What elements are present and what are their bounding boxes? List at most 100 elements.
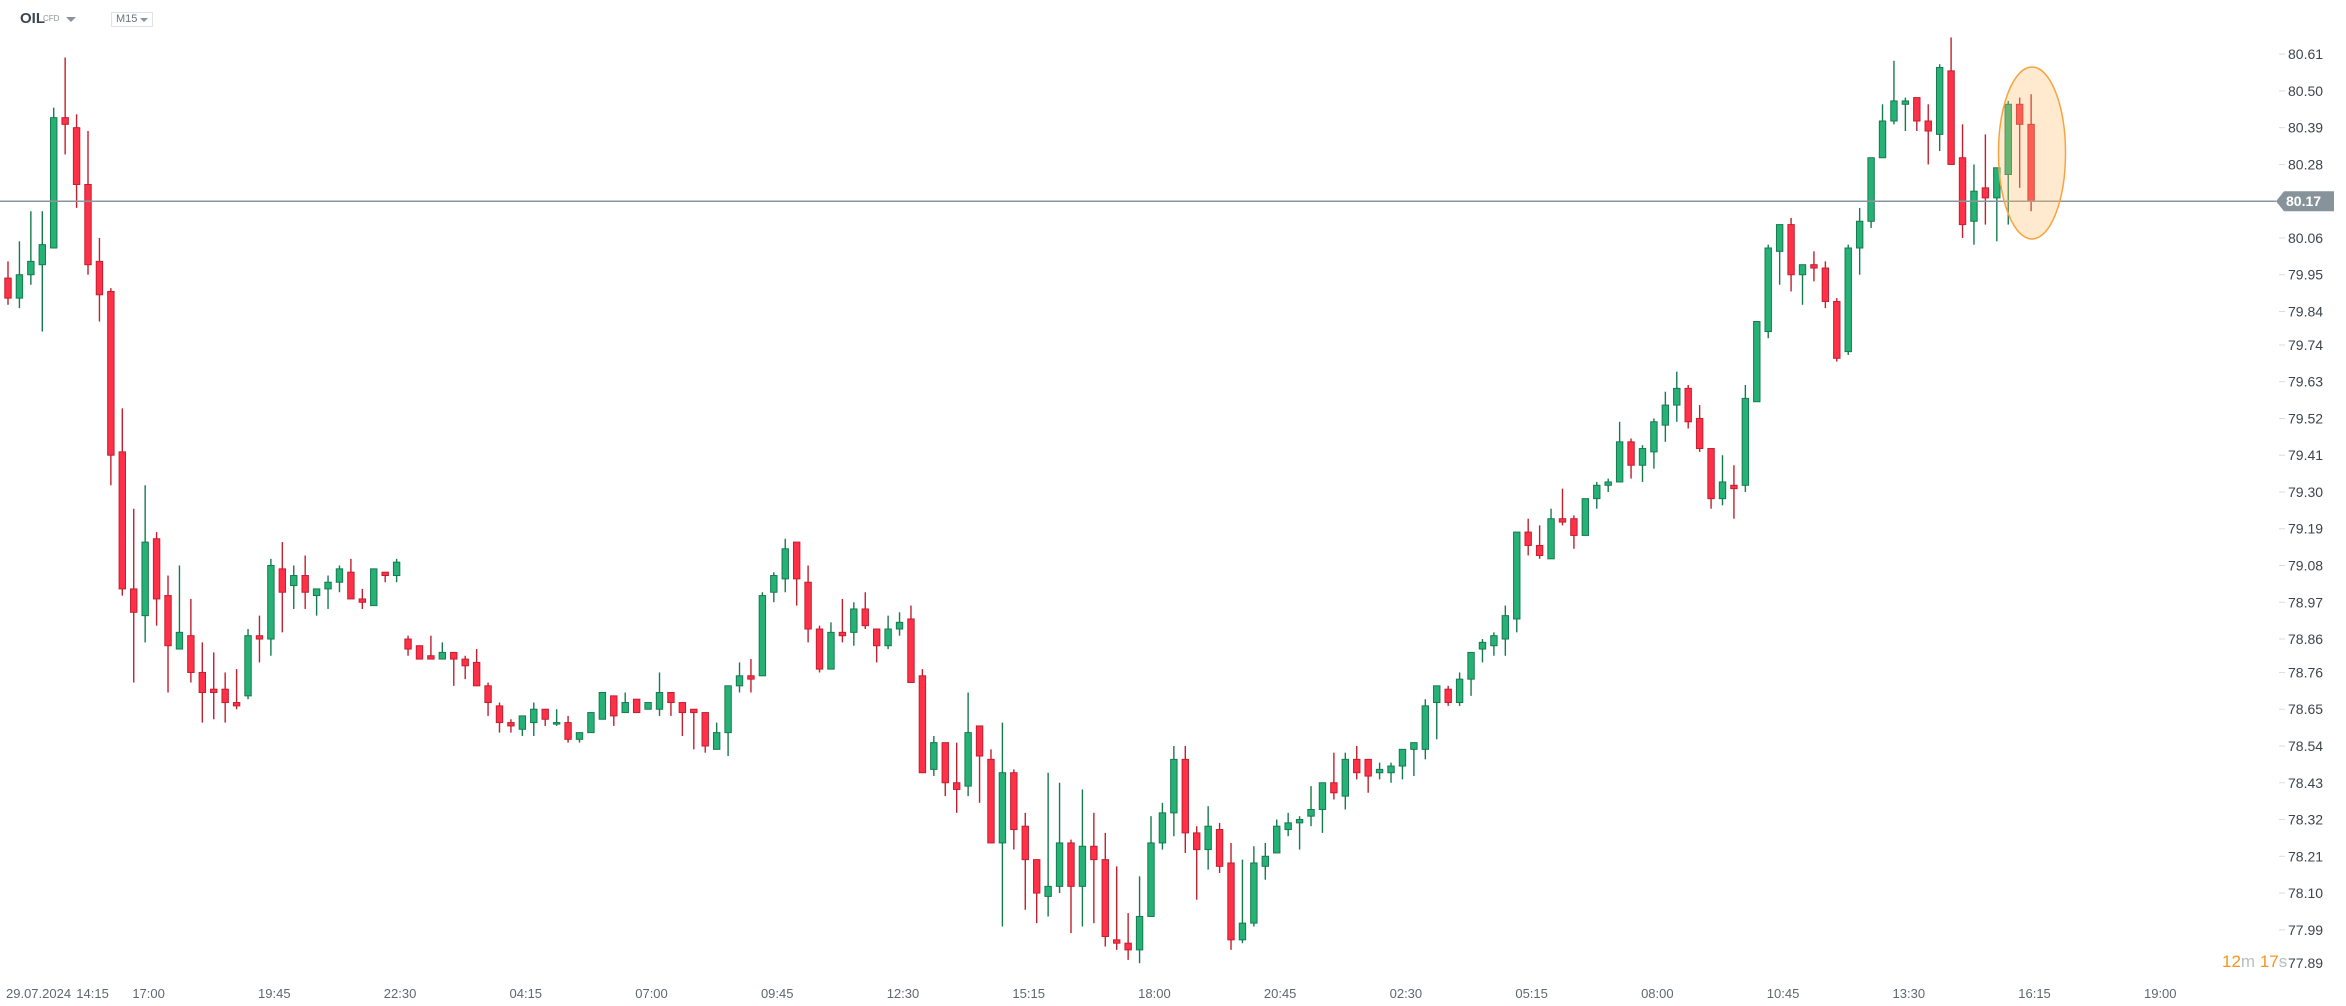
candle-166[interactable]: [1890, 60, 1898, 125]
candle-84[interactable]: [952, 742, 961, 813]
candle-86[interactable]: [975, 725, 984, 803]
candle-99[interactable]: [1124, 913, 1132, 960]
candle-142[interactable]: [1615, 421, 1624, 483]
candle-101[interactable]: [1147, 816, 1155, 917]
candle-48[interactable]: [541, 708, 549, 726]
candle-66[interactable]: [747, 659, 755, 693]
candle-115[interactable]: [1307, 786, 1315, 827]
candle-92[interactable]: [1044, 772, 1052, 917]
candle-87[interactable]: [987, 749, 995, 844]
candle-63[interactable]: [712, 722, 721, 750]
candle-70[interactable]: [792, 541, 801, 606]
candle-175[interactable]: [1993, 167, 2001, 242]
candle-114[interactable]: [1295, 816, 1304, 850]
candle-122[interactable]: [1387, 762, 1395, 783]
candle-161[interactable]: [1833, 298, 1841, 362]
candle-55[interactable]: [621, 692, 629, 714]
candle-103[interactable]: [1170, 745, 1178, 837]
candle-172[interactable]: [1958, 124, 1967, 238]
candle-30[interactable]: [335, 565, 344, 593]
candle-165[interactable]: [1878, 104, 1887, 159]
candle-24[interactable]: [267, 558, 275, 656]
candle-78[interactable]: [884, 615, 892, 650]
candle-45[interactable]: [507, 719, 515, 733]
candle-29[interactable]: [324, 575, 332, 609]
candle-102[interactable]: [1158, 802, 1167, 850]
candle-100[interactable]: [1135, 876, 1144, 964]
candle-125[interactable]: [1421, 699, 1430, 760]
candle-121[interactable]: [1375, 762, 1384, 780]
candle-157[interactable]: [1787, 217, 1795, 292]
candle-50[interactable]: [564, 715, 572, 743]
candle-52[interactable]: [587, 712, 595, 734]
candle-6[interactable]: [61, 57, 69, 155]
candle-58[interactable]: [655, 672, 664, 716]
candle-22[interactable]: [244, 629, 252, 700]
candle-107[interactable]: [1215, 822, 1224, 873]
candle-106[interactable]: [1204, 806, 1212, 870]
candle-36[interactable]: [404, 635, 412, 656]
candle-85[interactable]: [964, 692, 972, 797]
candle-89[interactable]: [1010, 769, 1018, 850]
candle-20[interactable]: [221, 672, 229, 723]
candle-25[interactable]: [278, 542, 287, 633]
candle-49[interactable]: [552, 709, 561, 726]
candle-118[interactable]: [1341, 752, 1350, 810]
candle-109[interactable]: [1238, 859, 1247, 944]
candle-38[interactable]: [427, 635, 435, 660]
candle-14[interactable]: [152, 532, 161, 626]
candle-51[interactable]: [575, 732, 584, 743]
candle-126[interactable]: [1433, 685, 1441, 740]
candle-156[interactable]: [1775, 224, 1784, 285]
candle-173[interactable]: [1970, 164, 1978, 245]
candle-176[interactable]: [2004, 100, 2012, 225]
candle-65[interactable]: [735, 662, 744, 693]
candle-147[interactable]: [1673, 371, 1681, 422]
candle-177[interactable]: [2015, 97, 2024, 188]
candle-46[interactable]: [518, 715, 527, 736]
candle-171[interactable]: [1947, 37, 1955, 165]
candle-23[interactable]: [255, 615, 264, 663]
candle-170[interactable]: [1935, 64, 1944, 152]
candle-73[interactable]: [827, 622, 835, 670]
candle-67[interactable]: [758, 592, 767, 677]
candle-62[interactable]: [701, 712, 709, 753]
candle-159[interactable]: [1810, 251, 1818, 282]
candle-59[interactable]: [667, 692, 675, 716]
candle-154[interactable]: [1753, 321, 1761, 403]
candle-94[interactable]: [1067, 839, 1075, 934]
candle-56[interactable]: [632, 698, 641, 714]
candle-140[interactable]: [1593, 481, 1601, 509]
candle-88[interactable]: [998, 722, 1007, 927]
candle-132[interactable]: [1501, 605, 1510, 656]
candle-34[interactable]: [381, 571, 389, 583]
candle-123[interactable]: [1398, 748, 1407, 780]
candle-120[interactable]: [1364, 758, 1372, 793]
candle-75[interactable]: [850, 602, 858, 646]
candle-148[interactable]: [1684, 385, 1692, 429]
candle-141[interactable]: [1604, 478, 1612, 492]
candle-124[interactable]: [1410, 742, 1418, 777]
candle-160[interactable]: [1821, 261, 1830, 309]
candle-158[interactable]: [1798, 264, 1807, 305]
candle-93[interactable]: [1055, 782, 1064, 894]
candle-91[interactable]: [1033, 859, 1041, 924]
candle-145[interactable]: [1650, 418, 1658, 469]
candle-60[interactable]: [678, 702, 687, 736]
candle-21[interactable]: [232, 669, 241, 710]
candle-12[interactable]: [130, 508, 138, 683]
candle-128[interactable]: [1455, 672, 1464, 706]
candle-1[interactable]: [4, 261, 12, 305]
highlight-ellipse-annotation[interactable]: [1997, 66, 2067, 240]
candle-44[interactable]: [495, 702, 504, 733]
candle-64[interactable]: [724, 685, 732, 757]
price-axis[interactable]: 80.61 80.50 80.39 80.28 80.06 79.95 79.84 79.74…: [2279, 46, 2323, 971]
candle-16[interactable]: [175, 565, 184, 650]
candle-108[interactable]: [1227, 842, 1235, 950]
candle-149[interactable]: [1695, 405, 1704, 452]
candle-127[interactable]: [1444, 685, 1452, 706]
candle-26[interactable]: [290, 565, 298, 609]
candle-69[interactable]: [781, 538, 789, 593]
candle-169[interactable]: [1924, 104, 1932, 165]
candle-42[interactable]: [472, 649, 481, 687]
